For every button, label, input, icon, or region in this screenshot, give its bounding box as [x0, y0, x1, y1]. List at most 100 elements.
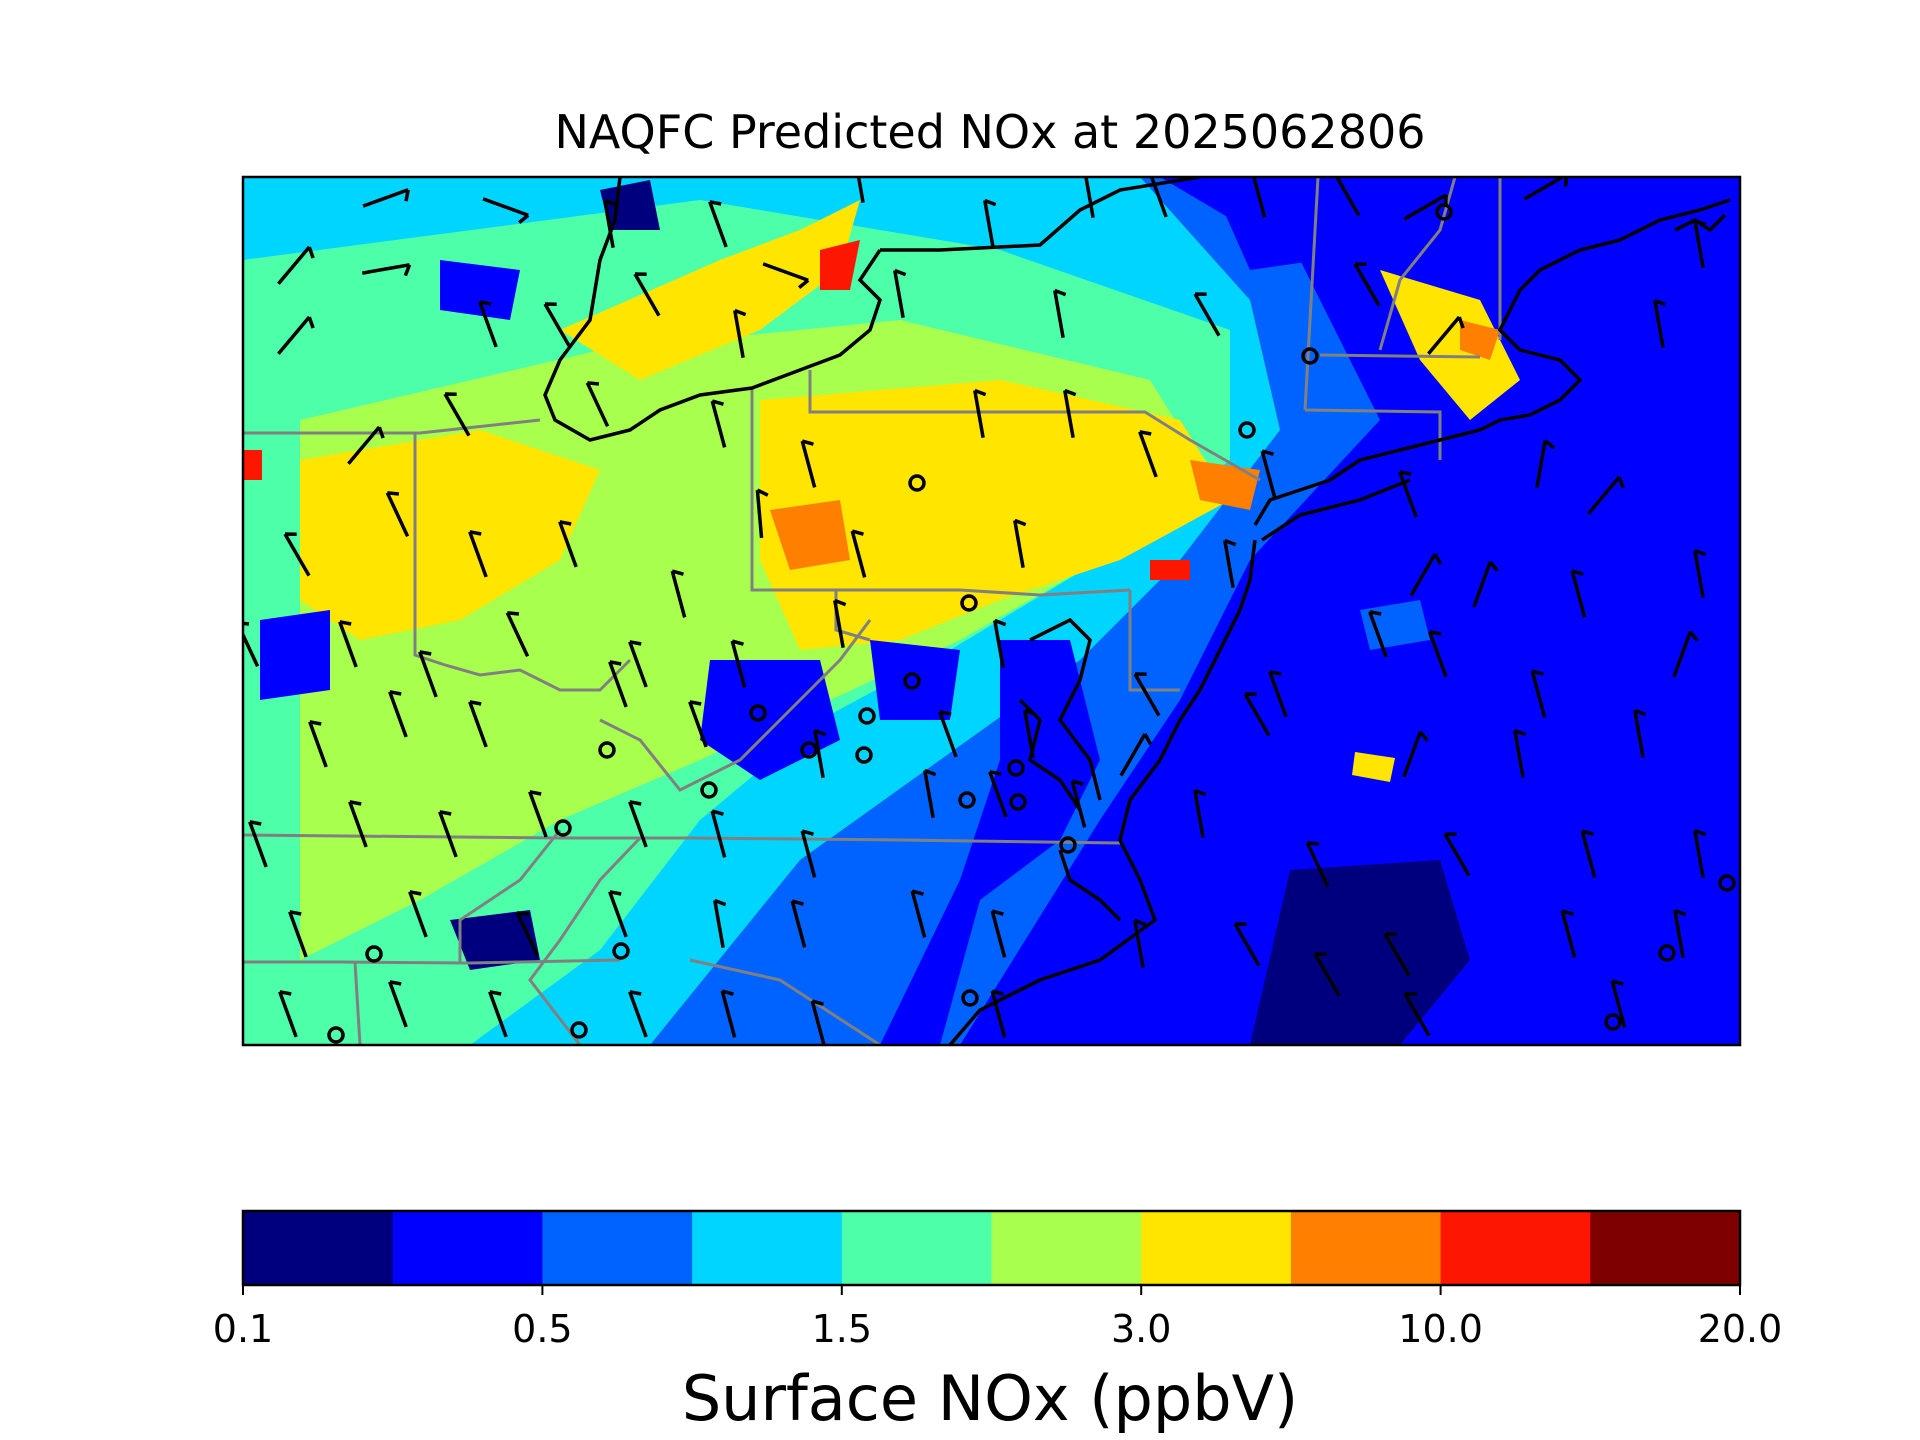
nox-field [243, 177, 1740, 1045]
wind-barb [438, 810, 458, 858]
wind-barb [1250, 177, 1267, 218]
wind-barb [1070, 779, 1087, 828]
colorbar-segment [392, 1211, 543, 1285]
wind-barb [1443, 832, 1471, 877]
calm-station-marker [903, 672, 921, 690]
wind-barb [468, 530, 488, 578]
colorbar-tick-label: 20.0 [1697, 1307, 1783, 1351]
wind-barb [1693, 828, 1707, 879]
wind-barb [1427, 315, 1465, 355]
calm-station-marker [1718, 874, 1736, 892]
calm-station-marker [1007, 759, 1025, 777]
wind-barb [1083, 177, 1097, 219]
wind-barb [277, 245, 315, 285]
wind-barb [603, 198, 617, 249]
wind-barb [628, 800, 648, 848]
wind-barb [1193, 788, 1207, 839]
wind-barb [813, 728, 827, 779]
wind-barb [388, 980, 408, 1028]
wind-barb [278, 990, 298, 1038]
wind-barb [730, 639, 747, 688]
wind-barb [608, 890, 628, 938]
wind-barb [347, 425, 385, 465]
calm-station-marker [958, 791, 976, 809]
wind-barb [362, 188, 410, 208]
wind-barb [1313, 952, 1341, 997]
calm-station-marker [1238, 421, 1256, 439]
colorbar-tick-label: 0.5 [512, 1307, 573, 1351]
calm-station-marker [800, 741, 818, 759]
coastlines [543, 177, 1731, 1045]
wind-barb [628, 640, 648, 688]
wind-barb [993, 618, 1007, 669]
wind-barb [1233, 922, 1261, 967]
calm-station-marker [327, 1026, 345, 1044]
wind-barb [361, 263, 412, 277]
wind-barb [1530, 669, 1547, 718]
wind-barb [283, 532, 311, 577]
colorbar-ticks [242, 1285, 1741, 1295]
wind-barb [1673, 908, 1687, 959]
map-frame [241, 175, 1742, 1047]
wind-barb [482, 197, 530, 224]
calm-station-marker [1435, 203, 1453, 221]
calm-stations [327, 203, 1736, 1044]
wind-barb [468, 700, 488, 748]
wind-barb [1148, 177, 1168, 218]
wind-barb [1560, 909, 1577, 958]
wind-barb [800, 439, 817, 488]
calm-station-marker [1604, 1013, 1622, 1031]
wind-barb [688, 700, 708, 748]
calm-station-marker [855, 746, 873, 764]
wind-barb [288, 910, 308, 958]
wind-barb [1402, 730, 1429, 778]
wind-barb [1353, 262, 1381, 307]
wind-barb [1133, 918, 1147, 969]
wind-barb [1023, 708, 1037, 759]
wind-barb [1013, 518, 1027, 569]
colorbar-tick-label: 0.1 [212, 1307, 274, 1351]
wind-barb [1119, 733, 1153, 777]
colorbar-label: Surface NOx (ppbV) [681, 1362, 1299, 1435]
wind-barb [585, 381, 610, 428]
wind-barb [938, 710, 958, 758]
wind-barb [1693, 218, 1707, 269]
wind-barb [1610, 979, 1627, 1028]
wind-barb [558, 520, 578, 568]
wind-barb [248, 820, 268, 868]
calm-station-marker [700, 781, 718, 799]
calm-station-marker [1301, 347, 1319, 365]
wind-barb [515, 911, 540, 958]
wind-barbs [243, 177, 1707, 1045]
wind-barb [1653, 298, 1667, 349]
wind-barb [733, 308, 747, 359]
wind-barb [990, 909, 1007, 958]
wind-barb [277, 315, 315, 355]
wind-barb [790, 899, 807, 948]
chart-title: NAQFC Predicted NOx at 2025062806 [554, 105, 1426, 159]
wind-barb [713, 898, 727, 949]
wind-barb [710, 399, 727, 448]
calm-station-marker [1658, 944, 1676, 962]
wind-barb [1428, 630, 1448, 678]
wind-barb [1580, 829, 1597, 878]
wind-barb [408, 890, 428, 938]
colorbar-segment [1590, 1211, 1741, 1285]
wind-barb [1383, 932, 1411, 977]
wind-barb [488, 990, 508, 1038]
wind-barb [338, 620, 358, 668]
wind-barb [755, 488, 769, 539]
wind-barb [1333, 177, 1361, 217]
wind-barb [1133, 672, 1161, 717]
colorbar [243, 1211, 1741, 1285]
calm-station-marker [961, 989, 979, 1007]
wind-barb [990, 989, 1007, 1038]
wind-barb [628, 990, 648, 1038]
wind-barb [923, 768, 937, 819]
wind-barb [1513, 728, 1527, 779]
calm-station-marker [858, 707, 876, 725]
colorbar-tick-label: 1.5 [811, 1307, 873, 1351]
wind-barb [910, 889, 927, 938]
calm-station-marker [960, 594, 978, 612]
